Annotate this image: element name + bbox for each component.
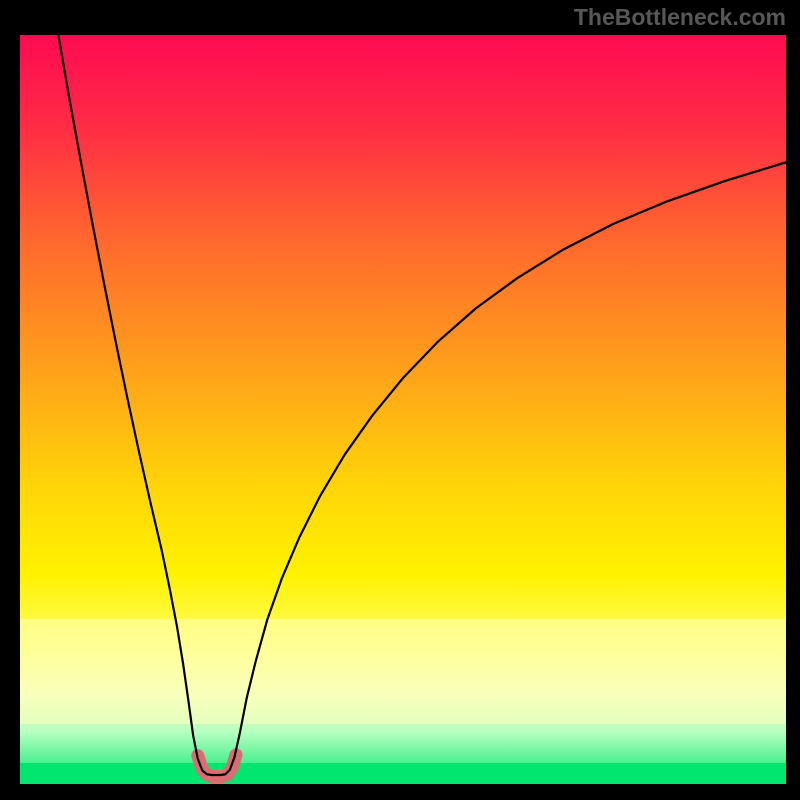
- plot-area: [20, 35, 786, 784]
- bottleneck-curve: [58, 35, 786, 775]
- watermark-text: TheBottleneck.com: [574, 4, 786, 31]
- chart-container: { "chart": { "type": "line", "canvas": {…: [0, 0, 800, 800]
- curve-layer: [20, 35, 786, 784]
